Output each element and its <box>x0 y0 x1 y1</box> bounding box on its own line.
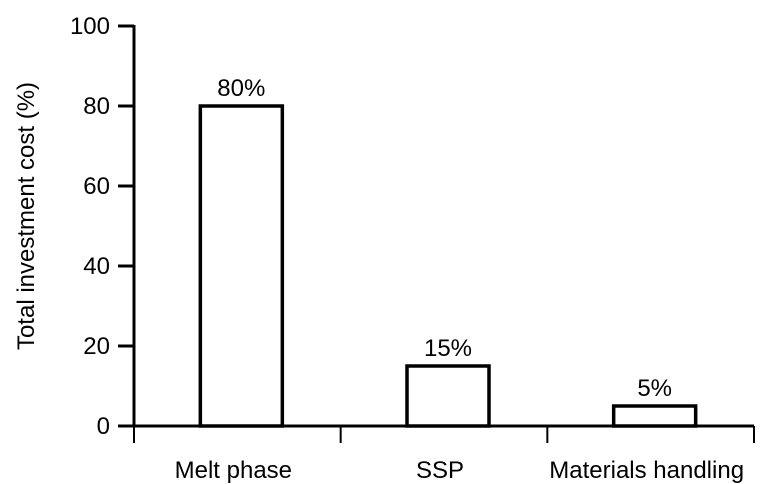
x-category-label: SSP <box>416 457 464 484</box>
x-category-label: Materials handling <box>549 457 744 484</box>
bars <box>198 104 698 428</box>
bar-data-label: 5% <box>637 375 672 402</box>
y-tick-label: 100 <box>70 13 110 40</box>
bar <box>198 104 285 428</box>
bar <box>611 404 698 428</box>
y-tick-label: 20 <box>83 333 110 360</box>
bar-data-label: 80% <box>217 75 265 102</box>
x-category-label: Melt phase <box>175 457 292 484</box>
data-labels: 80% 15% 5% <box>217 75 672 402</box>
bar <box>405 364 491 428</box>
y-tick-label: 60 <box>83 173 110 200</box>
category-labels: Melt phase SSP Materials handling <box>175 457 744 484</box>
bar-data-label: 15% <box>424 335 472 362</box>
x-axis-ticks <box>133 426 755 443</box>
y-axis-title: Total investment cost (%) <box>13 82 40 350</box>
y-tick-label: 0 <box>97 413 110 440</box>
y-tick-label: 40 <box>83 253 110 280</box>
y-axis-ticks: 0 20 40 60 80 100 <box>70 13 134 440</box>
y-tick-label: 80 <box>83 93 110 120</box>
